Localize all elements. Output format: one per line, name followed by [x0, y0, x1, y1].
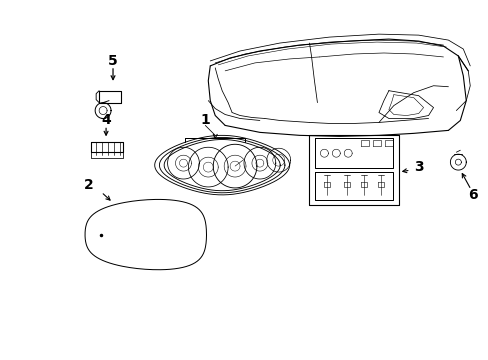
Text: 4: 4: [101, 113, 111, 127]
Text: 3: 3: [413, 160, 423, 174]
Text: 5: 5: [108, 54, 118, 68]
Text: 6: 6: [468, 188, 477, 202]
Text: 2: 2: [84, 178, 94, 192]
Text: 1: 1: [200, 113, 210, 127]
